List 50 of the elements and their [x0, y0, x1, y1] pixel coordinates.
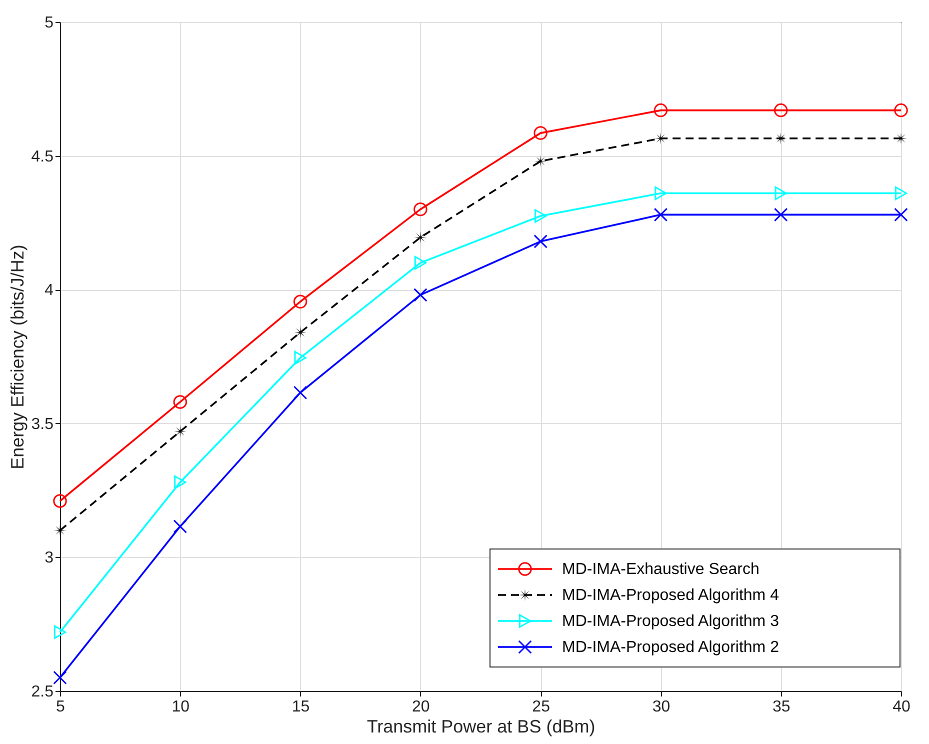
- point: [53, 670, 67, 684]
- legend-label: MD-IMA-Proposed Algorithm 3: [562, 613, 780, 630]
- x-tick-label: 15: [292, 698, 310, 716]
- point: [414, 288, 428, 302]
- point: [53, 494, 67, 508]
- point: [534, 126, 548, 140]
- x-tick-label: 5: [56, 698, 66, 716]
- point: [414, 231, 427, 244]
- legend-label: MD-IMA-Proposed Algorithm 4: [562, 587, 780, 604]
- point: [654, 186, 667, 200]
- y-tick-label: 2.5: [31, 684, 54, 700]
- point: [774, 208, 788, 222]
- point: [414, 202, 428, 216]
- point: [293, 294, 308, 309]
- point: [894, 186, 908, 200]
- point: [654, 208, 668, 222]
- point: [534, 209, 547, 223]
- point: [534, 155, 547, 168]
- point: [654, 103, 668, 118]
- y-tick-label: 4: [44, 282, 54, 300]
- point: [894, 208, 908, 222]
- y-tick-label: 3: [44, 550, 54, 567]
- point: [414, 256, 426, 270]
- point: [174, 475, 186, 490]
- point: [174, 425, 186, 438]
- point: [54, 625, 66, 639]
- point: [774, 103, 788, 118]
- x-tick-label: 10: [172, 698, 190, 716]
- point: [774, 132, 787, 145]
- y-axis-title: Energy Efficiency (bits/J/Hz): [7, 244, 28, 470]
- y-tick-label: 5: [44, 14, 54, 32]
- point: [774, 186, 787, 200]
- y-tick-label: 3.5: [31, 416, 54, 433]
- point: [294, 326, 306, 339]
- point: [293, 386, 308, 400]
- x-tick-label: 40: [892, 698, 910, 716]
- x-tick-label: 20: [412, 698, 430, 716]
- y-tick-label: 4.5: [31, 148, 54, 166]
- x-tick-label: 35: [772, 698, 790, 716]
- point: [534, 234, 548, 248]
- legend-label: MD-IMA-Proposed Algorithm 2: [562, 639, 780, 656]
- point: [173, 520, 188, 534]
- x-tick-label: 25: [532, 698, 550, 716]
- point: [294, 350, 306, 365]
- point: [173, 395, 188, 409]
- legend-label: MD-IMA-Exhaustive Search: [562, 561, 760, 578]
- point: [894, 103, 908, 118]
- point: [54, 524, 66, 537]
- x-axis-title: Transmit Power at BS (dBm): [366, 716, 596, 736]
- x-tick-label: 30: [652, 698, 670, 716]
